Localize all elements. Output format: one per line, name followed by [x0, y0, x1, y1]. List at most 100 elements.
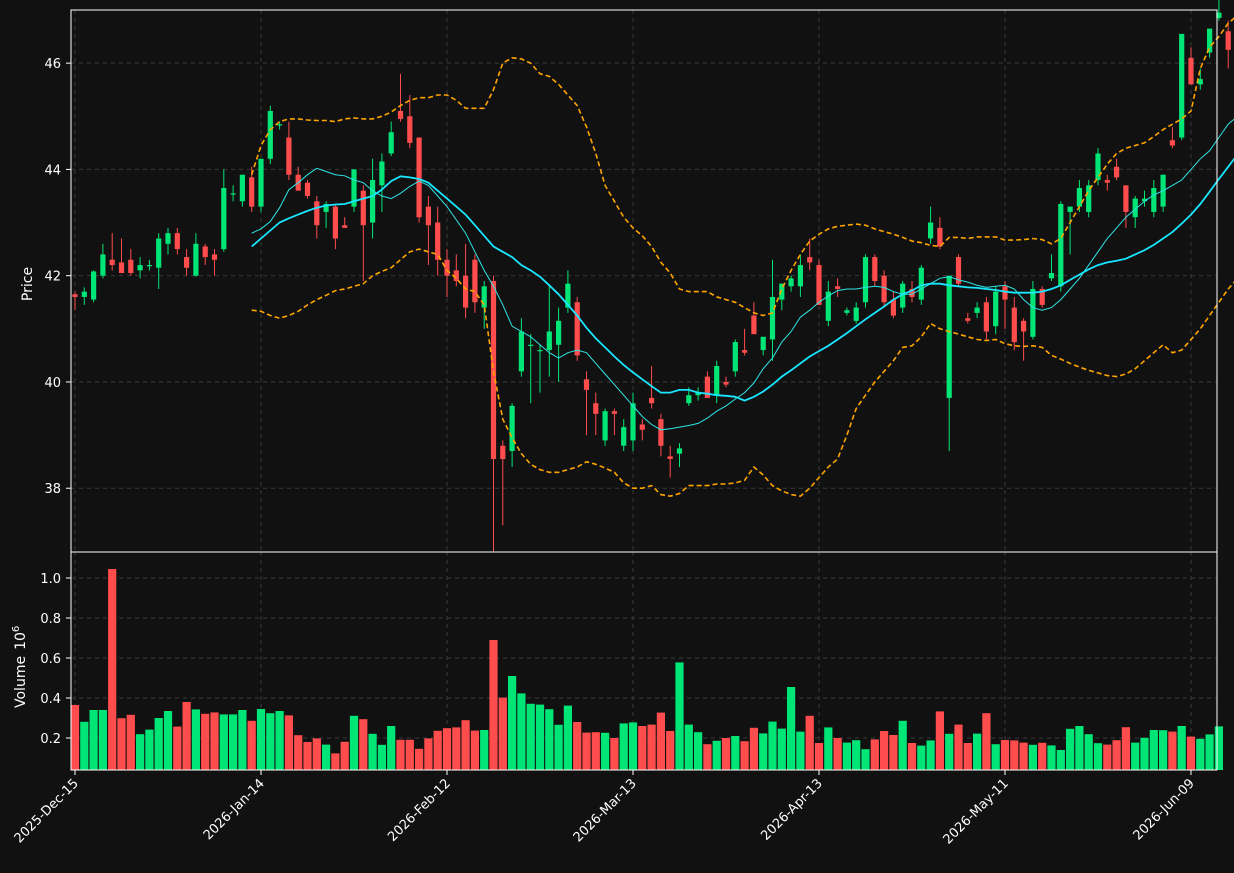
volume-bar: [675, 662, 684, 770]
candle-body: [407, 116, 413, 143]
volume-bar: [945, 733, 954, 770]
candle-body: [556, 320, 562, 345]
candle-body: [639, 424, 645, 430]
volume-bar: [824, 727, 833, 770]
volume-bars: [70, 569, 1223, 770]
volume-bar: [740, 741, 749, 770]
candle-body: [323, 203, 329, 212]
long-moving-average-line: [251, 157, 1234, 402]
candle-body: [342, 225, 348, 228]
volume-bar: [126, 714, 135, 770]
candle-body: [1197, 79, 1203, 85]
volume-bar: [526, 703, 535, 770]
candle-body: [258, 158, 264, 207]
volume-axis-label-text: Volume: [13, 656, 29, 708]
volume-bar: [1186, 736, 1196, 770]
volume-gridlines: [71, 552, 1217, 770]
candle-body: [91, 271, 97, 300]
volume-bar: [1214, 726, 1223, 770]
price-axis-label: Price: [20, 267, 36, 301]
volume-bar: [535, 704, 545, 770]
candle-body: [1021, 320, 1027, 332]
candle-body: [1188, 57, 1194, 85]
volume-bar: [935, 711, 944, 770]
candle-body: [109, 259, 115, 266]
volume-bar: [1159, 730, 1168, 770]
volume-bar: [861, 749, 870, 770]
volume-bar: [182, 702, 191, 770]
volume-bar: [322, 744, 331, 770]
candle-body: [816, 265, 822, 305]
volume-bar: [852, 740, 861, 770]
candle-body: [425, 206, 431, 226]
candle-body: [853, 307, 859, 321]
volume-bar: [898, 720, 907, 770]
volume-bar: [508, 676, 517, 770]
volume-y-tick-label: 0.8: [40, 612, 61, 627]
candle-body: [862, 257, 869, 303]
volume-bar: [1038, 742, 1047, 770]
volume-bar: [1000, 740, 1010, 770]
volume-bar: [1205, 734, 1214, 770]
volume-y-tick-label: 0.6: [40, 652, 61, 667]
volume-bar: [777, 728, 786, 770]
candle-body: [463, 275, 469, 308]
price-y-tick-label: 44: [44, 163, 61, 178]
volume-y-axis-ticks: 0.2 0.4 0.6 0.8 1.0: [40, 572, 71, 747]
candle-body: [546, 331, 552, 351]
candle-body: [518, 331, 524, 372]
candle-body: [1132, 198, 1138, 218]
candle-body: [118, 262, 125, 274]
volume-bar: [917, 745, 926, 770]
candle-body: [360, 190, 366, 226]
candle-body: [835, 286, 841, 289]
volume-panel: 0.2 0.4 0.6 0.8 1.0 Volume 106: [11, 551, 1223, 771]
volume-bar: [284, 715, 293, 770]
volume-bar: [1093, 743, 1103, 770]
candle-body: [593, 403, 599, 414]
candle-body: [211, 254, 218, 260]
volume-bar: [545, 709, 554, 770]
volume-bar: [656, 712, 665, 770]
candle-body: [928, 222, 934, 239]
volume-bar: [461, 720, 470, 770]
volume-bar: [219, 714, 228, 770]
volume-bar: [247, 720, 256, 770]
volume-bar: [954, 724, 963, 770]
candle-body: [537, 350, 543, 352]
volume-bar: [89, 710, 98, 770]
volume-bar: [647, 724, 656, 770]
volume-y-tick-label: 0.4: [40, 692, 61, 707]
volume-bar: [573, 722, 582, 770]
volume-bar: [145, 729, 154, 770]
candle-body: [742, 350, 748, 353]
volume-bar: [229, 714, 238, 770]
volume-bar: [424, 738, 433, 770]
candle-body: [184, 257, 190, 268]
volume-bar: [628, 722, 638, 770]
candle-body: [751, 315, 757, 335]
volume-bar: [731, 736, 740, 770]
volume-bar: [498, 697, 507, 770]
volume-bar: [405, 739, 414, 770]
candle-body: [453, 270, 459, 281]
candle-body: [1067, 206, 1073, 212]
candle-body: [621, 427, 627, 446]
volume-bar: [982, 713, 991, 770]
candle-body: [193, 243, 199, 276]
candle-body: [1179, 33, 1185, 138]
candle-body: [249, 177, 255, 207]
candle-body: [1002, 286, 1008, 300]
candle-body: [481, 286, 487, 308]
volume-axis-label: Volume 106: [11, 626, 29, 708]
volume-bar: [1177, 726, 1186, 770]
candle-body: [1216, 12, 1222, 18]
volume-bar: [340, 741, 349, 770]
volume-bar: [331, 753, 340, 770]
candle-body: [993, 291, 999, 327]
candle-body: [81, 291, 87, 297]
volume-y-tick-label: 1.0: [40, 572, 61, 587]
candle-body: [388, 132, 394, 154]
volume-bar: [880, 731, 889, 770]
volume-bar: [684, 724, 693, 770]
